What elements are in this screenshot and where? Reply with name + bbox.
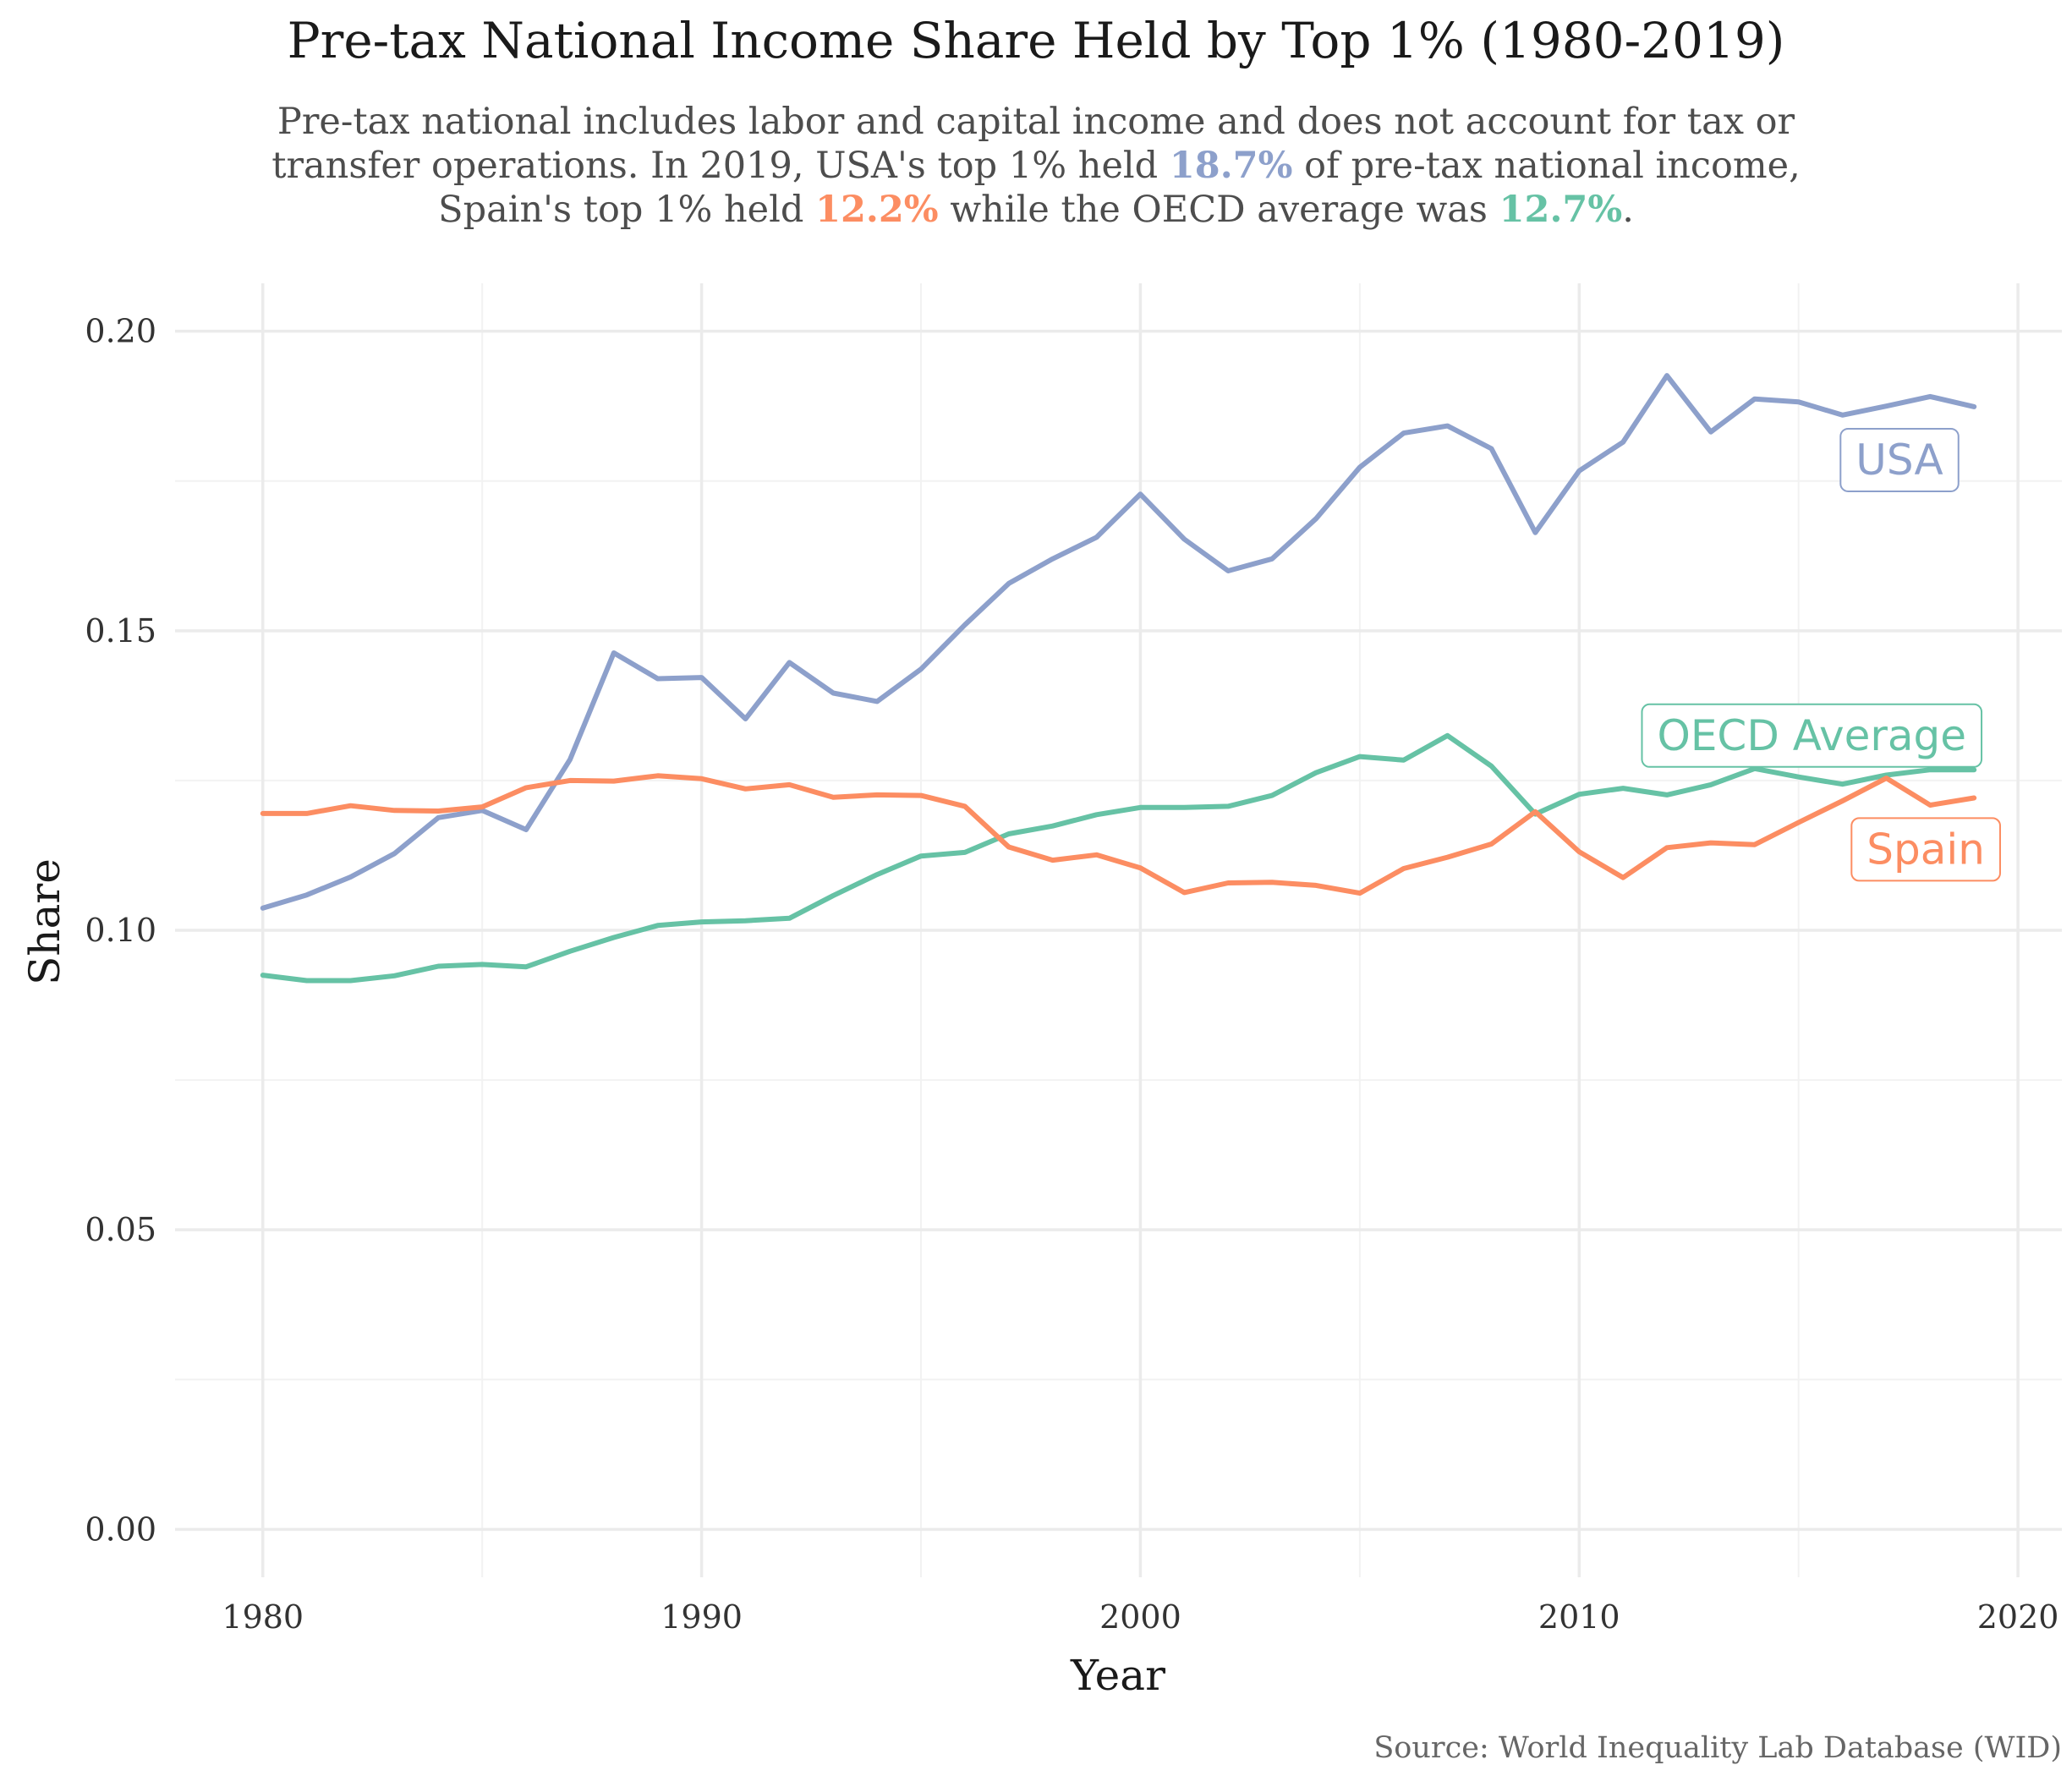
usa-label: USA (1839, 427, 1960, 492)
spain-series-line (260, 773, 1977, 896)
subtitle-text: transfer operations. In 2019, USA's top … (271, 145, 1170, 187)
x-tick-label: 2010 (1538, 1598, 1620, 1636)
x-axis-ticks: 1980 1990 2000 2010 2020 (222, 1598, 2058, 1636)
y-tick-label: 0.20 (85, 313, 156, 350)
spain-label-box (1850, 817, 2002, 882)
x-axis-title: Year (1070, 1651, 1165, 1700)
grid (175, 283, 2062, 1577)
subtitle-line-2: transfer operations. In 2019, USA's top … (0, 144, 2072, 188)
subtitle-text: Spain's top 1% held (438, 189, 816, 231)
spain-label: Spain (1850, 817, 2002, 882)
x-tick-label: 2020 (1977, 1598, 2059, 1636)
series-lines (260, 373, 1977, 984)
subtitle-text: . (1622, 189, 1634, 231)
y-tick-label: 0.05 (85, 1211, 156, 1248)
y-tick-label: 0.00 (85, 1510, 156, 1548)
source-caption: Source: World Inequality Lab Database (W… (1373, 1731, 2062, 1765)
y-axis-ticks: 0.00 0.05 0.10 0.15 0.20 (85, 313, 156, 1549)
y-tick-label: 0.10 (85, 912, 156, 949)
oecd-average-series-line (260, 732, 1977, 984)
y-axis-title: Share (20, 858, 69, 985)
series-labels: USA OECD Average Spain (1641, 427, 2002, 882)
y-tick-label: 0.15 (85, 612, 156, 650)
spain-label-text: Spain (1866, 825, 1985, 874)
oecd-average-label: OECD Average (1641, 703, 1983, 768)
usa-label-box (1839, 427, 1960, 492)
x-tick-label: 2000 (1099, 1598, 1181, 1636)
oecd-share-value: 12.7% (1499, 189, 1623, 231)
chart-subtitle: Pre-tax national includes labor and capi… (0, 100, 2072, 232)
subtitle-line-3: Spain's top 1% held 12.2% while the OECD… (0, 188, 2072, 232)
subtitle-text: while the OECD average was (938, 189, 1499, 231)
usa-series-line (260, 373, 1977, 911)
subtitle-line-1: Pre-tax national includes labor and capi… (277, 101, 1795, 143)
x-tick-label: 1980 (222, 1598, 304, 1636)
oecd-average-label-box (1641, 703, 1983, 768)
x-tick-label: 1990 (661, 1598, 743, 1636)
usa-label-text: USA (1855, 436, 1943, 485)
oecd-average-label-text: OECD Average (1657, 711, 1966, 760)
subtitle-text: of pre-tax national income, (1292, 145, 1801, 187)
chart-title: Pre-tax National Income Share Held by To… (287, 12, 1785, 69)
usa-share-value: 18.7% (1169, 145, 1293, 187)
spain-share-value: 12.2% (815, 189, 939, 231)
